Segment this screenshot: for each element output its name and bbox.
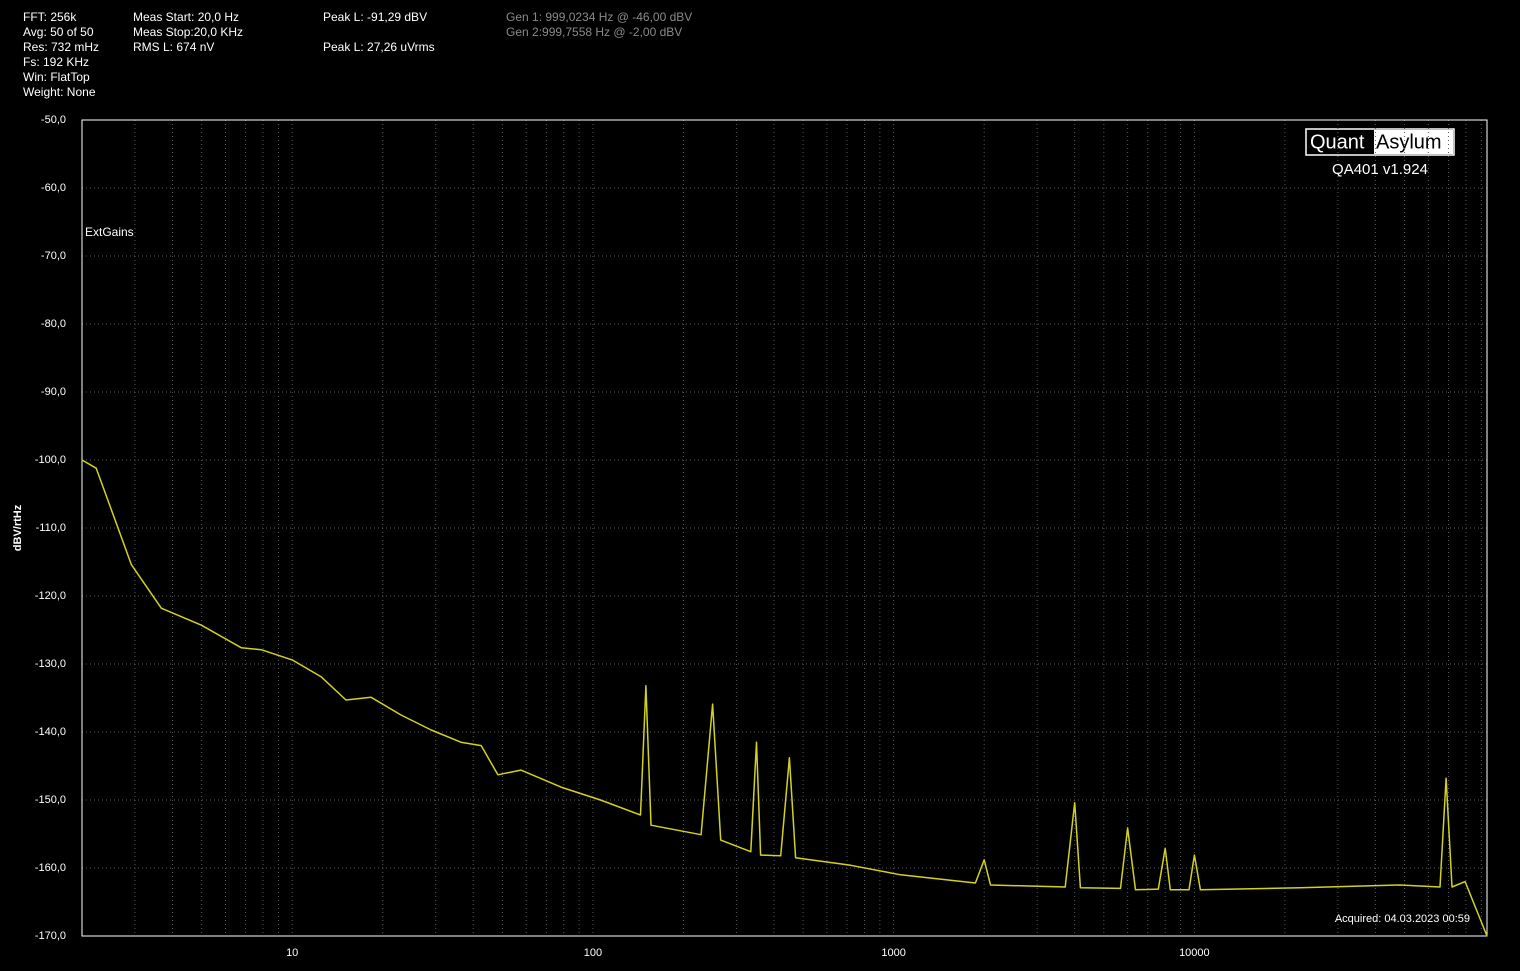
readout: Win: FlatTop [23, 70, 90, 84]
y-tick-label: -160,0 [35, 862, 66, 874]
plot-frame [81, 119, 1488, 937]
readout: Avg: 50 of 50 [23, 25, 94, 39]
annotation: ExtGains [85, 225, 134, 239]
y-tick-label: -50,0 [41, 114, 66, 126]
x-tick-label: 10 [286, 947, 298, 959]
y-tick-label: -60,0 [41, 182, 66, 194]
logo-left: Quant [1310, 131, 1365, 153]
y-tick-label: -150,0 [35, 794, 66, 806]
readout: Meas Stop:20,0 KHz [133, 25, 243, 39]
readout: Res: 732 mHz [23, 40, 99, 54]
y-tick-label: -140,0 [35, 726, 66, 738]
version: QA401 v1.924 [1332, 161, 1428, 178]
y-tick-label: -170,0 [35, 930, 66, 942]
readout: Peak L: 27,26 uVrms [323, 40, 435, 54]
logo-right: Asylum [1376, 131, 1442, 153]
readout: Meas Start: 20,0 Hz [133, 10, 239, 24]
readout: Fs: 192 KHz [23, 55, 89, 69]
y-tick-label: -70,0 [41, 250, 66, 262]
y-tick-label: -110,0 [36, 522, 66, 534]
y-tick-label: -100,0 [35, 454, 66, 466]
readout: RMS L: 674 nV [133, 40, 214, 54]
y-tick-label: -80,0 [41, 318, 66, 330]
logo-fill [1374, 130, 1453, 154]
readout: Gen 2:999,7558 Hz @ -2,00 dBV [506, 25, 682, 39]
readout: FFT: 256k [23, 10, 77, 24]
y-axis-label: dBV/rtHz [12, 504, 24, 551]
readout: Weight: None [23, 85, 96, 99]
y-tick-label: -130,0 [35, 658, 66, 670]
acquired: Acquired: 04.03.2023 00:59 [1335, 913, 1470, 925]
y-tick-label: -90,0 [41, 386, 66, 398]
x-tick-label: 100 [584, 947, 602, 959]
readout: Peak L: -91,29 dBV [323, 10, 427, 24]
x-tick-label: 10000 [1179, 947, 1210, 959]
readout: Gen 1: 999,0234 Hz @ -46,00 dBV [506, 10, 692, 24]
x-tick-label: 1000 [881, 947, 905, 959]
y-tick-label: -120,0 [35, 590, 66, 602]
spectrum-line [81, 459, 1488, 937]
